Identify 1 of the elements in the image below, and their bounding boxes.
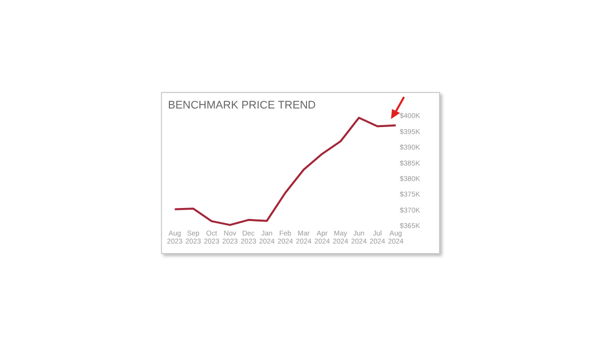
chart-title: BENCHMARK PRICE TREND — [168, 100, 316, 112]
